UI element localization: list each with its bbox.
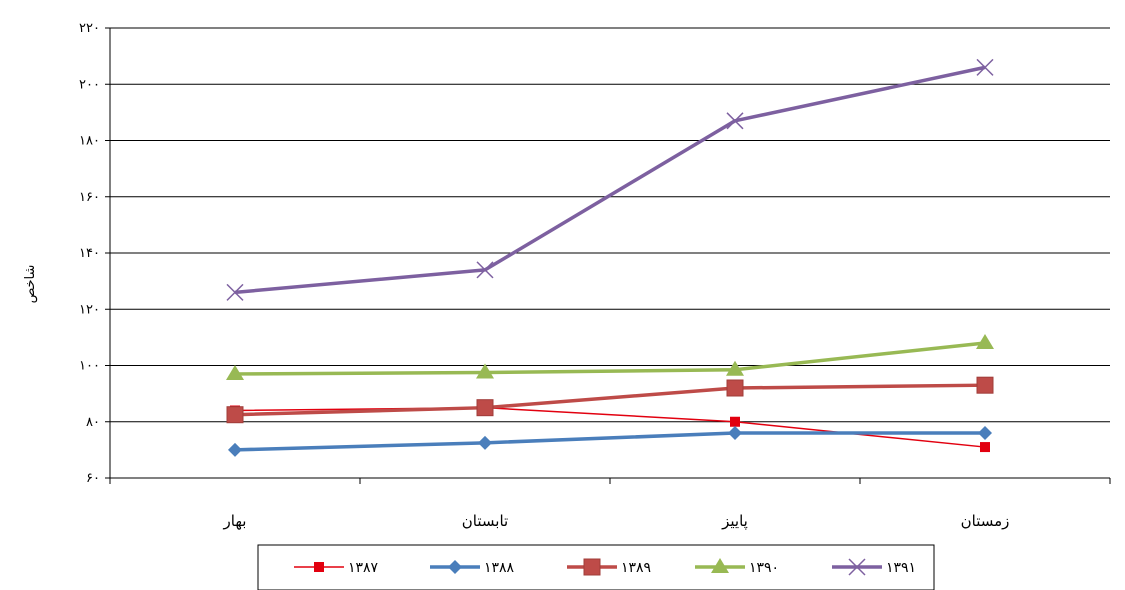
data-point xyxy=(476,261,494,279)
axes xyxy=(109,28,1111,484)
y-tick-label: ۱۸۰ xyxy=(79,134,100,149)
data-point xyxy=(728,426,742,440)
legend-item-4: ۱۳۹۱ xyxy=(832,558,916,576)
y-tick-label: ۸۰ xyxy=(86,415,100,430)
y-tick-label: ۲۲۰ xyxy=(79,21,100,36)
data-point xyxy=(978,426,992,440)
legend-marker xyxy=(314,562,324,572)
legend-item-2: ۱۳۸۹ xyxy=(567,558,651,576)
data-point xyxy=(226,406,244,424)
gridlines xyxy=(105,27,1110,479)
data-point xyxy=(726,360,744,376)
x-category-label: تابستان xyxy=(462,512,508,530)
legend-label: ۱۳۹۰ xyxy=(749,560,779,576)
legend-marker xyxy=(711,558,729,573)
series-1 xyxy=(228,426,992,457)
legend-label: ۱۳۸۸ xyxy=(484,560,515,576)
data-point xyxy=(226,283,244,301)
x-category-label: بهار xyxy=(223,512,247,530)
series-line xyxy=(234,65,986,295)
legend-marker xyxy=(583,558,601,576)
y-tick-label: ۱۲۰ xyxy=(79,302,100,317)
y-tick-labels: ۶۰ ۸۰ ۱۰۰ ۱۲۰ ۱۴۰ ۱۶۰ ۱۸۰ ۲۰۰ ۲۲۰ xyxy=(79,21,100,486)
series-4 xyxy=(226,58,994,301)
y-tick-label: ۲۰۰ xyxy=(79,77,100,92)
y-tick-label: ۱۰۰ xyxy=(79,359,100,374)
data-point xyxy=(228,442,242,457)
series-line xyxy=(234,406,986,448)
x-category-label: زمستان xyxy=(961,512,1010,530)
series-line xyxy=(234,341,986,376)
legend-label: ۱۳۸۹ xyxy=(621,560,651,576)
data-point xyxy=(226,364,244,380)
legend-label: ۱۳۸۷ xyxy=(348,560,379,576)
data-point xyxy=(478,435,492,450)
y-tick-label: ۶۰ xyxy=(86,471,100,486)
legend-item-0: ۱۳۸۷ xyxy=(294,560,379,576)
legend-label: ۱۳۹۱ xyxy=(886,560,916,576)
legend-marker xyxy=(848,558,866,576)
data-point xyxy=(476,363,494,379)
data-point xyxy=(476,399,494,417)
data-point xyxy=(726,112,744,130)
series-layer xyxy=(226,58,994,457)
data-point xyxy=(976,58,994,76)
data-point xyxy=(980,442,990,453)
data-point xyxy=(726,379,744,397)
legend-item-1: ۱۳۸۸ xyxy=(430,560,515,576)
data-point xyxy=(976,376,994,394)
series-line xyxy=(234,431,985,452)
legend: ۱۳۸۷ ۱۳۸۸ ۱۳۸۹ ۱۳۹۰ ۱۳۹۱ xyxy=(257,544,935,590)
y-axis-title: شاخص xyxy=(23,265,38,304)
series-line xyxy=(234,383,986,417)
legend-marker xyxy=(448,560,462,574)
x-category-labels: بهار تابستان پاییز زمستان xyxy=(223,512,1010,531)
data-point xyxy=(730,416,740,427)
series-2 xyxy=(226,376,994,424)
x-category-label: پاییز xyxy=(721,512,748,531)
series-3 xyxy=(226,334,994,380)
data-point xyxy=(976,334,994,349)
legend-item-3: ۱۳۹۰ xyxy=(695,558,779,576)
y-tick-label: ۱۴۰ xyxy=(79,246,100,261)
y-tick-label: ۱۶۰ xyxy=(79,190,100,205)
